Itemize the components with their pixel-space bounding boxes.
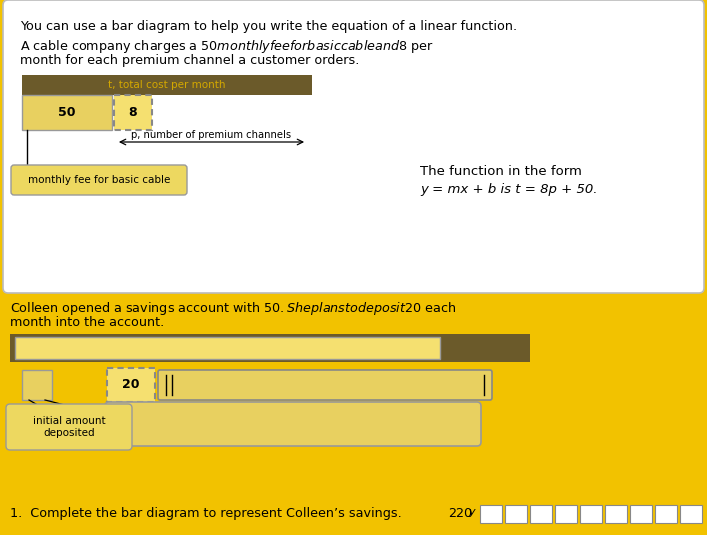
Text: 1.  Complete the bar diagram to represent Colleen’s savings.: 1. Complete the bar diagram to represent… <box>10 507 402 520</box>
Bar <box>22 95 112 130</box>
Text: y: y <box>468 507 474 517</box>
Bar <box>680 505 702 523</box>
Text: 8: 8 <box>129 106 137 119</box>
Text: monthly fee for basic cable: monthly fee for basic cable <box>28 175 170 185</box>
Bar <box>114 95 152 130</box>
FancyBboxPatch shape <box>158 370 492 400</box>
Text: Colleen opened a savings account with $50. She plans to deposit $20 each: Colleen opened a savings account with $5… <box>10 300 456 317</box>
FancyBboxPatch shape <box>11 165 187 195</box>
Text: 220: 220 <box>448 507 472 520</box>
Bar <box>22 370 52 400</box>
Text: y = mx + b is t = 8p + 50.: y = mx + b is t = 8p + 50. <box>420 183 597 196</box>
Bar <box>555 505 577 523</box>
FancyBboxPatch shape <box>6 404 132 450</box>
Bar <box>10 334 530 362</box>
Bar <box>605 505 627 523</box>
Bar <box>655 505 677 523</box>
Bar <box>505 505 527 523</box>
Bar <box>530 505 552 523</box>
Text: The function in the form: The function in the form <box>420 165 582 178</box>
Text: You can use a bar diagram to help you write the equation of a linear function.: You can use a bar diagram to help you wr… <box>20 20 517 33</box>
Bar <box>630 505 652 523</box>
Text: p, number of premium channels: p, number of premium channels <box>132 130 291 140</box>
FancyBboxPatch shape <box>105 402 481 446</box>
Bar <box>22 75 312 95</box>
Bar <box>15 337 440 359</box>
Text: initial amount
deposited: initial amount deposited <box>33 416 105 438</box>
Text: month into the account.: month into the account. <box>10 316 164 329</box>
Text: month for each premium channel a customer orders.: month for each premium channel a custome… <box>20 54 359 67</box>
Bar <box>107 368 155 402</box>
Text: 20: 20 <box>122 378 140 392</box>
Text: t, total cost per month: t, total cost per month <box>108 80 226 90</box>
Bar <box>480 505 502 523</box>
Text: A cable company charges a $50 monthly fee for basic cable and $8 per: A cable company charges a $50 monthly fe… <box>20 38 434 55</box>
Bar <box>580 505 602 523</box>
FancyBboxPatch shape <box>3 0 704 293</box>
Text: 50: 50 <box>58 106 76 119</box>
